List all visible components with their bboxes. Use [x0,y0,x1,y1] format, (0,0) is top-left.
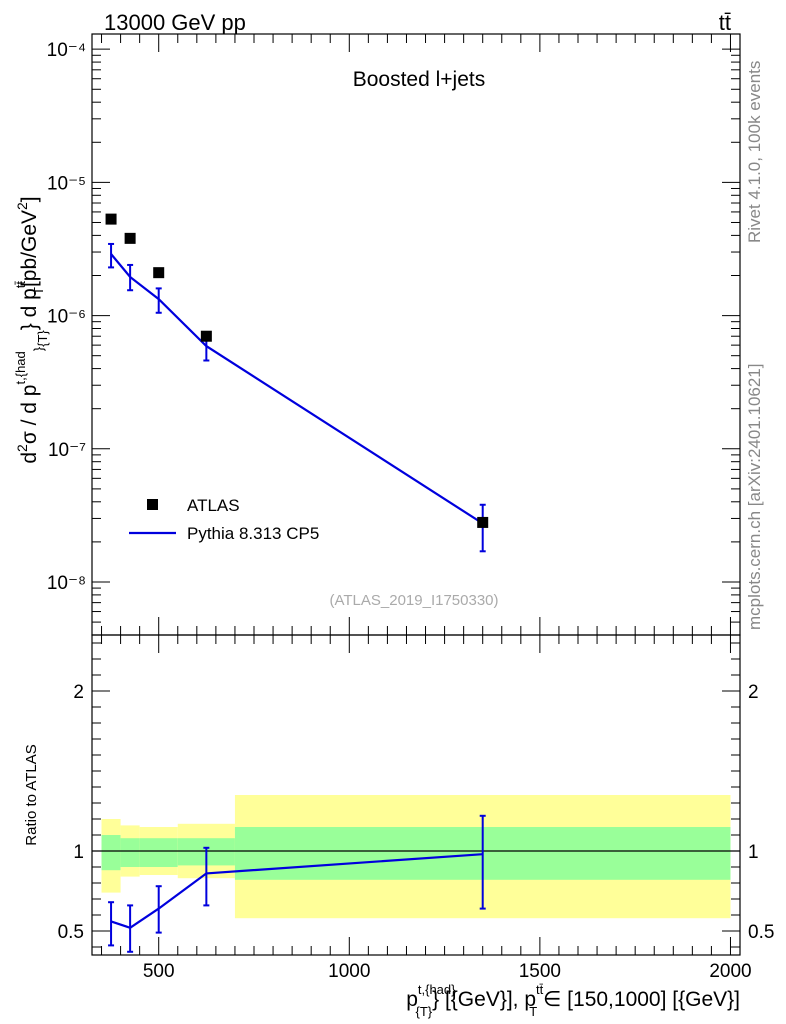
ratio-y-tick-label-left: 2 [73,682,84,703]
legend-pythia-label: Pythia 8.313 CP5 [187,524,319,543]
atlas-data-point [105,213,117,225]
main-y-tick-label: 10⁻⁸ [47,573,86,594]
legend: ATLAS Pythia 8.313 CP5 [129,496,319,543]
atlas-data-point [124,232,136,244]
pythia-line [110,253,484,525]
header-energy: 13000 GeV pp [104,10,246,35]
legend-atlas-marker [147,499,158,510]
main-y-axis-title: d2σ / d pt,{had}{T}} d ptt̄T[pb/GeV2] [13,196,50,463]
mcplots-label: mcplots.cern.ch [arXiv:2401.10621] [745,364,764,630]
ratio-panel: Ratio to ATLAS 500 1000 1500 2000 0.5 0.5 1 1 2 2… [23,634,774,1019]
main-frame [91,33,741,636]
atlas-data-point [477,516,489,528]
ratio-band-inner [120,838,140,867]
ratio-band-inner [101,835,121,871]
main-y-tick-label: 10⁻⁵ [47,173,86,194]
x-tick-label: 2000 [709,961,751,982]
main-y-tick-label: 10⁻⁶ [47,307,86,328]
main-y-tick-label: 10⁻⁴ [47,40,86,61]
ratio-y-tick-label-right: 2 [748,682,759,703]
atlas-data-point [153,267,165,279]
ratio-band-inner [139,838,178,867]
x-tick-label: 500 [143,961,175,982]
header-process: tt̄ [719,10,731,35]
main-title: Boosted l+jets [353,68,486,91]
rivet-version-label: Rivet 4.1.0, 100k events [745,61,764,243]
ratio-y-tick-label-right: 1 [748,842,759,863]
ratio-y-tick-label-right: 0.5 [748,922,774,943]
svg-text:d2σ / d pt,{had}{T}} d ptt̄T: d2σ / d pt,{had}{T}} d ptt̄T[pb/GeV2] [13,196,50,463]
svg-text:pt,{had}{T}} [{GeV}], ptt̄T ∈: pt,{had} {T}} [{GeV}], ptt̄ T ∈ [150,1000]… [406,982,740,1019]
ratio-y-axis-title: Ratio to ATLAS [23,744,40,845]
x-axis-title: pt,{had} {T}} [{GeV}], ptt̄ T ∈ [150,1000]… [406,982,740,1019]
main-y-tick-label: 10⁻⁷ [48,440,86,461]
x-tick-label: 1500 [519,961,561,982]
ratio-y-tick-label-left: 1 [73,842,84,863]
x-tick-label: 1000 [328,961,370,982]
main-panel: Boosted l+jets (ATLAS_2019_I1750330) d2σ… [13,33,741,636]
ratio-frame [91,634,741,956]
atlas-data-point [200,330,212,342]
ratio-y-tick-label-left: 0.5 [58,922,84,943]
analysis-watermark: (ATLAS_2019_I1750330) [329,592,498,609]
legend-atlas-label: ATLAS [187,496,240,515]
